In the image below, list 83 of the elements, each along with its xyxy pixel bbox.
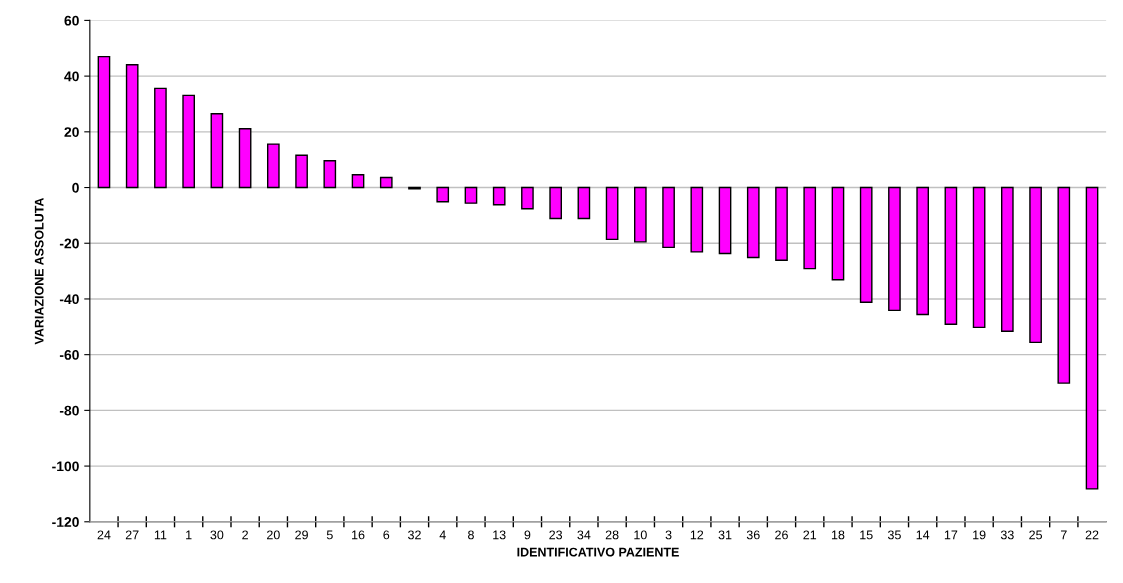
bar (831, 186, 845, 281)
bar (238, 128, 252, 189)
x-tick-label: 34 (577, 530, 591, 540)
bar (210, 113, 224, 189)
bar (888, 186, 901, 312)
bar (549, 186, 562, 220)
bar (351, 174, 365, 189)
bar (634, 186, 647, 243)
bar (662, 186, 675, 249)
bar (295, 154, 308, 189)
y-tick-label: 20 (64, 127, 79, 137)
x-tick-label: 24 (97, 530, 111, 540)
x-tick-label: 31 (718, 530, 732, 540)
x-axis-title: IDENTIFICATIVO PAZIENTE (517, 547, 679, 557)
x-tick-label: 21 (803, 530, 817, 540)
bar (267, 143, 280, 189)
x-tick-label: 7 (1060, 530, 1067, 540)
x-tick-label: 4 (439, 530, 446, 540)
bar (577, 186, 591, 220)
bar (436, 186, 450, 203)
x-tick-label: 14 (916, 530, 930, 540)
bar (1085, 186, 1099, 490)
bar (521, 186, 534, 210)
bar (605, 186, 619, 241)
x-tick-label: 8 (468, 530, 474, 540)
x-tick-label: 11 (154, 530, 167, 540)
x-tick-label: 18 (831, 530, 845, 540)
bar (859, 186, 873, 303)
x-tick-label: 35 (887, 530, 901, 540)
bar (690, 186, 704, 253)
x-tick-label: 3 (665, 530, 672, 540)
x-tick-label: 13 (493, 530, 506, 540)
y-tick-label: -80 (59, 405, 79, 416)
y-tick-label: -60 (59, 349, 79, 360)
bar (972, 186, 986, 329)
x-tick-label: 1 (186, 530, 192, 540)
bar (379, 176, 393, 189)
y-tick-label: 0 (72, 182, 79, 193)
bar (746, 186, 760, 259)
y-tick-label: -20 (59, 238, 79, 249)
x-tick-label: 33 (1000, 530, 1014, 540)
bar (182, 94, 195, 189)
bar (492, 186, 506, 206)
y-tick-label: -40 (59, 294, 79, 305)
y-tick-label: -120 (52, 517, 79, 527)
x-tick-label: 26 (775, 530, 788, 540)
x-tick-label: 17 (944, 530, 958, 540)
x-tick-label: 6 (383, 530, 390, 540)
x-tick-label: 9 (524, 530, 531, 540)
x-tick-label: 28 (605, 530, 619, 540)
x-tick-label: 27 (125, 530, 139, 540)
x-tick-label: 5 (326, 530, 333, 540)
x-tick-label: 22 (1085, 530, 1099, 540)
y-tick-label: -100 (52, 461, 79, 472)
x-tick-label: 32 (408, 530, 421, 540)
x-tick-label: 19 (973, 530, 986, 540)
bar (125, 63, 139, 189)
x-tick-label: 12 (690, 530, 704, 540)
bar (464, 186, 478, 204)
x-tick-label: 16 (352, 530, 365, 540)
x-tick-label: 20 (267, 530, 280, 540)
bar (97, 55, 111, 189)
x-tick-label: 29 (295, 530, 308, 540)
bar (944, 186, 958, 325)
y-tick-label: 60 (64, 15, 79, 26)
x-tick-label: 10 (634, 530, 647, 540)
bar (1057, 186, 1071, 384)
bar (803, 186, 817, 270)
bar (916, 186, 929, 316)
y-tick-label: 40 (64, 71, 79, 82)
bar (154, 87, 167, 189)
y-axis-title: VARIAZIONE ASSOLUTA (34, 197, 44, 345)
bar (323, 160, 337, 189)
x-tick-label: 30 (210, 530, 224, 540)
bar (718, 186, 732, 255)
bar (1029, 186, 1042, 344)
bar (1001, 186, 1014, 332)
x-tick-label: 25 (1029, 530, 1043, 540)
bar (775, 186, 788, 261)
x-tick-label: 36 (746, 530, 760, 540)
x-tick-label: 15 (860, 530, 873, 540)
x-tick-label: 2 (242, 530, 248, 540)
x-tick-label: 23 (549, 530, 563, 540)
